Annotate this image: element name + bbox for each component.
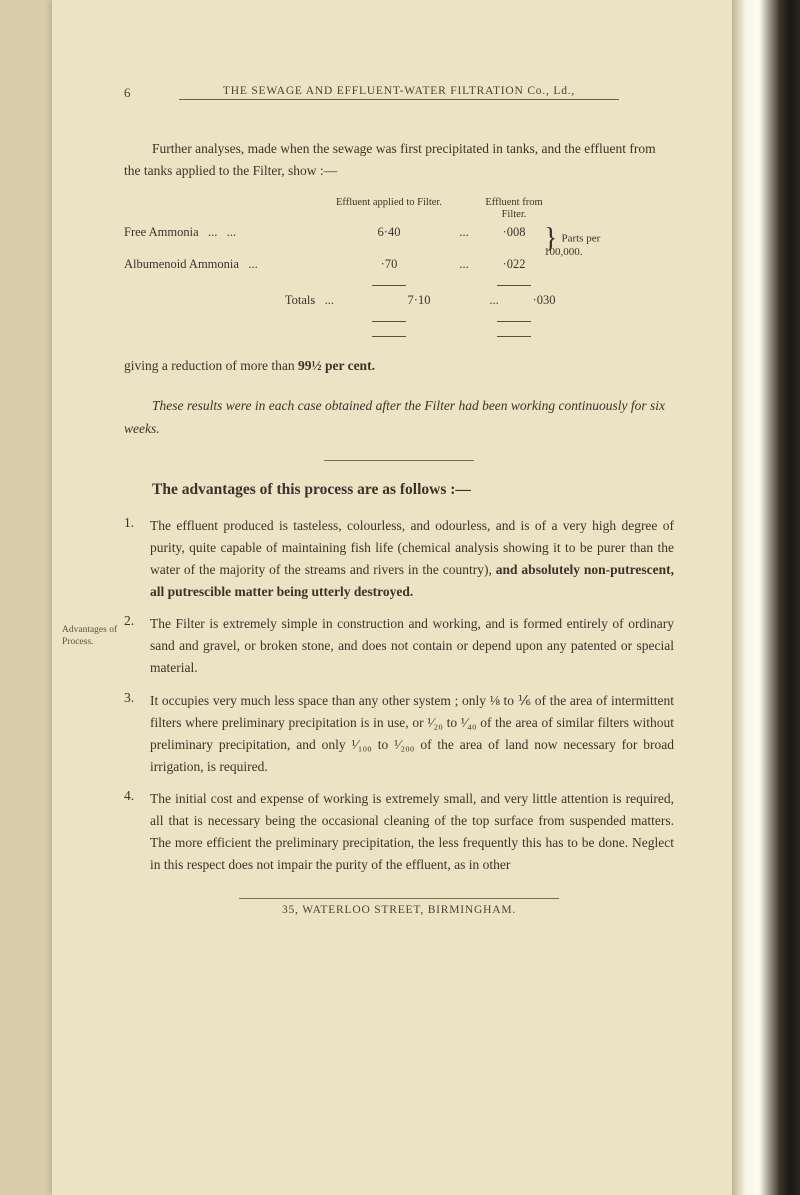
advantage-item-3: 3. It occupies very much less space than… bbox=[124, 690, 674, 777]
cell: ·022 bbox=[484, 257, 544, 272]
totals-label: Totals ... bbox=[124, 293, 364, 308]
row-free-ammonia: Free Ammonia ... ... bbox=[124, 225, 334, 240]
reduction-line: giving a reduction of more than 99½ per … bbox=[124, 355, 674, 377]
book-edge bbox=[732, 0, 800, 1195]
row-albumenoid: Albumenoid Ammonia ... bbox=[124, 257, 334, 272]
separator bbox=[324, 460, 474, 461]
advantage-item-2: 2. The Filter is extremely simple in con… bbox=[124, 613, 674, 679]
advantages-heading: The advantages of this process are as fo… bbox=[152, 481, 674, 499]
totals-v2: ·030 bbox=[514, 293, 574, 308]
intro-paragraph: Further analyses, made when the sewage w… bbox=[124, 138, 674, 183]
document-page: 6 THE SEWAGE AND EFFLUENT-WATER FILTRATI… bbox=[52, 0, 732, 1195]
totals-v1: 7·10 bbox=[364, 293, 474, 308]
page-number: 6 bbox=[124, 85, 131, 101]
running-head: THE SEWAGE AND EFFLUENT-WATER FILTRATION… bbox=[179, 85, 619, 100]
analysis-table: Effluent applied to Filter. Effluent fro… bbox=[124, 197, 674, 342]
advantage-item-4: 4. The initial cost and expense of worki… bbox=[124, 788, 674, 875]
cell: ·70 bbox=[334, 257, 444, 272]
parts-note: }Parts per 100,000. bbox=[544, 232, 634, 260]
cell: ·008 bbox=[484, 225, 544, 240]
col-head-2: Effluent from Filter. bbox=[484, 197, 544, 222]
results-line: These results were in each case obtained… bbox=[124, 395, 674, 440]
cell: 6·40 bbox=[334, 225, 444, 240]
footer-address: 35, WATERLOO STREET, BIRMINGHAM. bbox=[239, 898, 559, 916]
advantage-item-1: 1. The effluent produced is tasteless, c… bbox=[124, 515, 674, 602]
margin-note-advantages: Advantages of Process. bbox=[62, 625, 120, 649]
col-head-1: Effluent applied to Filter. bbox=[334, 197, 444, 210]
